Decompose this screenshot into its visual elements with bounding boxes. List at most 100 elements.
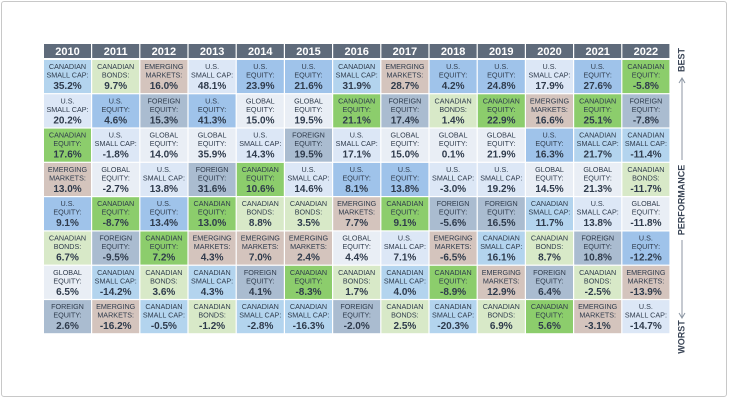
cell-asset-label: SMALL CAP: [384, 242, 426, 251]
cell-asset-label: BONDS: [584, 276, 612, 285]
cell-return-value: 16.0% [150, 81, 178, 92]
cell-return-value: 8.8% [249, 218, 272, 229]
cell-asset-label: FOREIGN [99, 234, 132, 243]
cell-asset-label: U.S. [157, 165, 171, 174]
cell-2013-rank-2 [188, 94, 236, 128]
year-header-2021 [574, 44, 622, 58]
cell-return-value: -8.3% [295, 287, 321, 298]
cell-2017-rank-2 [381, 94, 429, 128]
cell-asset-label: U.S. [302, 62, 316, 71]
cell-asset-label: GLOBAL [487, 131, 516, 140]
cell-return-value: 41.3% [198, 115, 226, 126]
cell-asset-label: BONDS: [295, 208, 323, 217]
year-label-2015: 2015 [296, 46, 320, 58]
cell-2018-rank-7 [429, 265, 477, 299]
cell-asset-label: CANADIAN [338, 96, 375, 105]
cell-2011-rank-4 [92, 162, 140, 196]
cell-asset-label: MARKETS: [49, 173, 86, 182]
cell-asset-label: CANADIAN [627, 165, 664, 174]
cell-asset-label: CANADIAN [338, 62, 375, 71]
cell-asset-label: CANADIAN [49, 131, 86, 140]
cell-return-value: 13.8% [584, 218, 612, 229]
cell-asset-label: CANADIAN [531, 302, 568, 311]
cell-return-value: 35.9% [198, 150, 226, 161]
cell-return-value: 28.7% [391, 81, 419, 92]
cell-2018-rank-6 [429, 231, 477, 265]
cell-2014-rank-6 [236, 231, 284, 265]
year-header-2012 [140, 44, 188, 58]
cell-asset-label: CANADIAN [435, 96, 472, 105]
cell-asset-label: EQUITY: [632, 208, 660, 217]
cell-return-value: 4.1% [249, 287, 272, 298]
cell-asset-label: EQUITY: [294, 71, 322, 80]
cell-asset-label: U.S. [494, 62, 508, 71]
cell-2011-rank-1 [92, 60, 140, 94]
cell-return-value: 4.2% [442, 81, 465, 92]
cell-asset-label: EQUITY: [343, 242, 371, 251]
cell-return-value: 13.4% [150, 218, 178, 229]
cell-2013-rank-3 [188, 128, 236, 162]
cell-asset-label: SMALL CAP: [191, 71, 233, 80]
cell-return-value: 8.1% [345, 184, 368, 195]
cell-asset-label: U.S. [253, 131, 267, 140]
cell-return-value: -7.8% [633, 115, 659, 126]
cell-asset-label: CANADIAN [97, 199, 134, 208]
cell-asset-label: EQUITY: [246, 173, 274, 182]
cell-asset-label: EQUITY: [150, 208, 178, 217]
cell-asset-label: GLOBAL [294, 96, 323, 105]
cell-2012-rank-4 [140, 162, 188, 196]
cell-return-value: 35.2% [53, 81, 81, 92]
cell-asset-label: SMALL CAP: [336, 139, 378, 148]
cell-asset-label: FOREIGN [581, 234, 614, 243]
cell-asset-label: CANADIAN [194, 302, 231, 311]
cell-return-value: -13.9% [630, 287, 662, 298]
cell-return-value: -11.7% [630, 184, 661, 195]
cell-2019-rank-3 [477, 128, 525, 162]
cell-asset-label: SMALL CAP: [95, 276, 137, 285]
cell-2019-rank-8 [477, 300, 525, 334]
cell-2019-rank-1 [477, 60, 525, 94]
cell-2022-rank-2 [622, 94, 670, 128]
cell-return-value: -5.8% [633, 81, 659, 92]
cell-return-value: 22.9% [487, 115, 515, 126]
cell-2020-rank-6 [526, 231, 573, 265]
cell-2017-rank-1 [381, 60, 429, 94]
cell-asset-label: EMERGING [337, 199, 377, 208]
cell-asset-label: EQUITY: [53, 208, 81, 217]
cell-return-value: 4.0% [394, 287, 417, 298]
cell-2014-rank-7 [236, 265, 284, 299]
cell-asset-label: CANADIAN [242, 199, 279, 208]
cell-2020-rank-8 [526, 300, 573, 334]
cell-asset-label: EMERGING [144, 62, 184, 71]
cell-asset-label: SMALL CAP: [287, 311, 329, 320]
cell-return-value: -1.8% [103, 150, 129, 161]
cell-asset-label: EMERGING [530, 96, 570, 105]
cell-return-value: -14.2% [100, 287, 132, 298]
cell-2014-rank-1 [236, 60, 284, 94]
cell-return-value: 9.1% [394, 218, 417, 229]
year-label-2012: 2012 [152, 46, 176, 58]
year-header-2014 [236, 44, 284, 58]
cell-return-value: 17.4% [391, 115, 419, 126]
cell-asset-label: U.S. [446, 62, 460, 71]
year-label-2022: 2022 [634, 46, 658, 58]
cell-2013-rank-6 [188, 231, 236, 265]
cell-2011-rank-6 [92, 231, 140, 265]
cell-2011-rank-3 [92, 128, 140, 162]
cell-2020-rank-2 [526, 94, 573, 128]
cell-return-value: 21.6% [294, 81, 322, 92]
cell-asset-label: CANADIAN [145, 268, 182, 277]
cell-asset-label: EQUITY: [102, 242, 130, 251]
cell-2019-rank-5 [477, 197, 525, 231]
cell-asset-label: EQUITY: [102, 173, 130, 182]
cell-asset-label: EMERGING [289, 234, 329, 243]
cell-asset-label: FOREIGN [196, 165, 229, 174]
cell-asset-label: SMALL CAP: [480, 242, 522, 251]
year-label-2011: 2011 [104, 46, 128, 58]
cell-return-value: 21.3% [584, 184, 612, 195]
cell-asset-label: EQUITY: [343, 173, 371, 182]
cell-2016-rank-3 [333, 128, 381, 162]
cell-asset-label: FOREIGN [244, 268, 277, 277]
cell-return-value: 15.0% [246, 115, 274, 126]
